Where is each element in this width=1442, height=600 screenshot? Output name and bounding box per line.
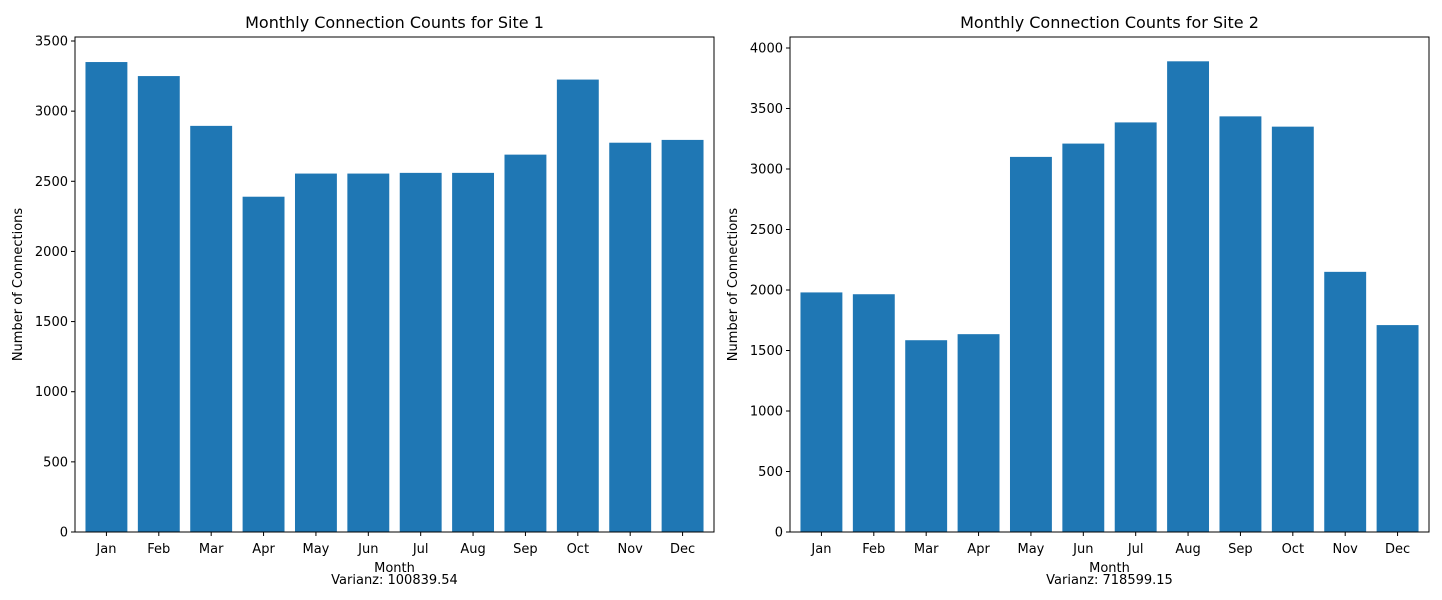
x-tick-label: Feb: [147, 542, 170, 557]
x-tick-label: Sep: [513, 542, 538, 557]
bar-may: [1009, 156, 1052, 532]
y-axis-label: Number of Connections: [11, 208, 26, 362]
bar-mar: [190, 125, 233, 532]
x-tick-label: Oct: [567, 542, 589, 557]
y-axis-label: Number of Connections: [726, 208, 741, 362]
y-tick-label: 3500: [35, 35, 68, 50]
bar-jun: [1062, 143, 1105, 532]
x-tick-label: Jan: [810, 542, 831, 557]
x-tick-label: May: [302, 542, 329, 557]
y-tick-label: 3000: [750, 163, 783, 178]
x-tick-label: May: [1017, 542, 1044, 557]
chart-title: Monthly Connection Counts for Site 2: [960, 13, 1259, 32]
y-tick-label: 2500: [750, 223, 783, 238]
bar-may: [294, 173, 337, 532]
variance-text: Varianz: 100839.54: [331, 573, 458, 588]
y-tick-label: 4000: [750, 42, 783, 57]
x-tick-label: Nov: [618, 542, 644, 557]
bar-nov: [1324, 271, 1367, 532]
bar-sep: [504, 154, 547, 533]
x-tick-label: Jul: [412, 542, 429, 557]
y-tick-label: 500: [758, 465, 783, 480]
x-tick-label: Feb: [862, 542, 885, 557]
y-tick-label: 1000: [35, 385, 68, 400]
bar-oct: [1271, 126, 1314, 533]
y-tick-label: 3000: [35, 105, 68, 120]
x-tick-label: Sep: [1228, 542, 1253, 557]
bar-oct: [556, 79, 599, 532]
bar-mar: [905, 340, 948, 532]
x-tick-label: Jun: [1072, 542, 1093, 557]
variance-text: Varianz: 718599.15: [1046, 573, 1173, 588]
x-tick-label: Mar: [199, 542, 224, 557]
x-tick-label: Oct: [1282, 542, 1304, 557]
bar-dec: [661, 139, 704, 532]
y-tick-label: 500: [43, 455, 68, 470]
chart-panel-2: 0 500 1000 1500 2000 2500 3000 3500 4000 Jan Feb Ma…: [726, 13, 1430, 588]
x-tick-label: Apr: [252, 542, 275, 557]
bar-jan: [800, 292, 843, 532]
y-tick-label: 2000: [750, 284, 783, 299]
x-tick-label: Dec: [670, 542, 695, 557]
y-tick-label: 0: [60, 526, 68, 541]
bar-feb: [852, 294, 895, 532]
bar-jan: [85, 62, 128, 533]
chart-title: Monthly Connection Counts for Site 1: [245, 13, 544, 32]
chart-panel-1: 0 500 1000 1500 2000 2500 3000 3500 Jan Feb Mar Apr…: [11, 13, 715, 588]
x-tick-label: Mar: [914, 542, 939, 557]
y-tick-label: 3500: [750, 102, 783, 117]
bar-nov: [609, 142, 652, 532]
bar-jul: [399, 172, 442, 532]
bar-dec: [1376, 325, 1419, 532]
bar-feb: [137, 76, 180, 533]
x-tick-label: Nov: [1333, 542, 1359, 557]
y-tick-label: 1500: [35, 315, 68, 330]
x-tick-label: Jan: [95, 542, 116, 557]
x-axis-label: Month: [1089, 561, 1130, 576]
x-tick-label: Aug: [460, 542, 485, 557]
axes-frame: [789, 36, 1430, 533]
y-tick-label: 1000: [750, 405, 783, 420]
bar-aug: [452, 172, 495, 532]
bar-apr: [242, 196, 285, 532]
bar-aug: [1167, 61, 1210, 533]
bar-jun: [347, 173, 390, 532]
axes-frame: [74, 36, 715, 533]
x-tick-label: Apr: [967, 542, 990, 557]
x-tick-label: Jun: [357, 542, 378, 557]
y-tick-label: 2500: [35, 175, 68, 190]
y-tick-label: 2000: [35, 245, 68, 260]
bar-jul: [1114, 122, 1157, 532]
y-tick-label: 1500: [750, 344, 783, 359]
bar-sep: [1219, 116, 1262, 533]
x-axis-label: Month: [374, 561, 415, 576]
bar-apr: [957, 334, 1000, 532]
x-tick-label: Aug: [1175, 542, 1200, 557]
y-tick-label: 0: [775, 526, 783, 541]
x-tick-label: Dec: [1385, 542, 1410, 557]
x-tick-label: Jul: [1127, 542, 1144, 557]
